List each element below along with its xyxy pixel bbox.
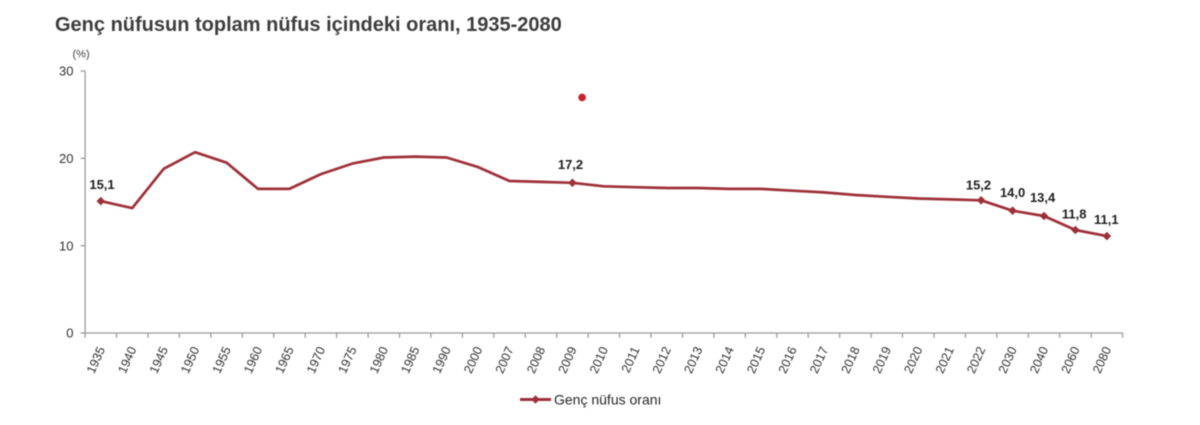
svg-text:13,4: 13,4: [1030, 190, 1056, 205]
svg-text:10: 10: [59, 238, 73, 253]
svg-text:Genç nüfusun toplam nüfus için: Genç nüfusun toplam nüfus içindeki oranı…: [55, 14, 562, 36]
svg-text:Genç nüfus oranı: Genç nüfus oranı: [554, 391, 661, 407]
svg-text:11,1: 11,1: [1094, 212, 1119, 227]
svg-text:0: 0: [66, 326, 73, 341]
svg-text:14,0: 14,0: [1000, 185, 1025, 200]
svg-text:15,1: 15,1: [89, 177, 114, 192]
svg-text:30: 30: [59, 64, 73, 79]
svg-text:(%): (%): [73, 49, 90, 61]
svg-text:11,8: 11,8: [1062, 206, 1087, 221]
svg-text:17,2: 17,2: [558, 157, 583, 172]
svg-text:15,2: 15,2: [966, 177, 991, 192]
svg-text:20: 20: [59, 151, 73, 166]
